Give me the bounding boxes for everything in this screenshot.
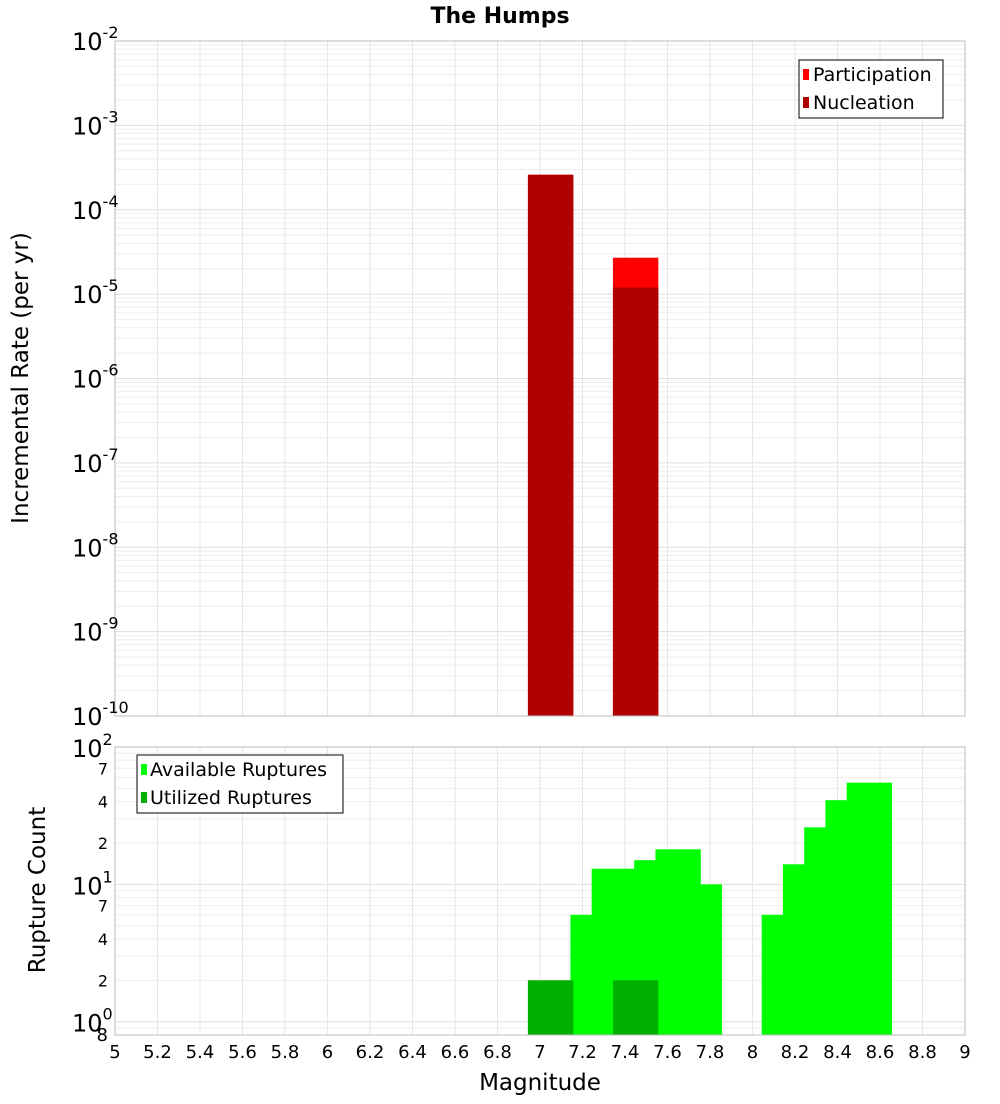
top-y-tick-label: 10-9: [72, 614, 119, 647]
available-ruptures-bar: [846, 782, 893, 1035]
legend-swatch: [803, 97, 809, 108]
legend-label: Nucleation: [813, 92, 915, 114]
x-tick-label: 7: [534, 1042, 545, 1063]
bottom-y-minor-tick-label: 2: [98, 834, 108, 853]
x-tick-label: 8.4: [823, 1042, 852, 1063]
x-tick-label: 8.8: [908, 1042, 937, 1063]
bottom-y-tick-label: 101: [72, 867, 113, 900]
bottom-y-min-label: 8: [97, 1025, 108, 1046]
chart-title: The Humps: [430, 4, 569, 29]
available-ruptures-bar: [676, 884, 723, 1035]
x-axis-label: Magnitude: [479, 1070, 601, 1096]
x-tick-label: 5.4: [186, 1042, 215, 1063]
x-tick-label: 5: [109, 1042, 120, 1063]
utilized-ruptures-bar: [527, 980, 574, 1035]
x-tick-label: 6.8: [483, 1042, 512, 1063]
top-plot-frame: [114, 40, 966, 717]
x-tick-label: 6.2: [356, 1042, 385, 1063]
top-y-tick-label: 10-3: [72, 107, 119, 140]
bottom-y-minor-tick-label: 7: [98, 759, 108, 778]
x-tick-label: 9: [959, 1042, 970, 1063]
top-y-tick-label: 10-2: [72, 23, 119, 56]
x-tick-label: 6.4: [398, 1042, 427, 1063]
x-tick-label: 5.8: [271, 1042, 300, 1063]
x-tick-label: 7.8: [696, 1042, 725, 1063]
x-tick-label: 7.6: [653, 1042, 682, 1063]
bottom-y-minor-tick-label: 7: [98, 897, 108, 916]
x-tick-label: 8.2: [781, 1042, 810, 1063]
x-tick-label: 7.4: [611, 1042, 640, 1063]
top-y-tick-label: 10-10: [72, 698, 129, 731]
top-y-tick-label: 10-6: [72, 361, 119, 394]
legend-label: Participation: [813, 64, 932, 86]
top-y-tick-label: 10-4: [72, 192, 119, 225]
legend-label: Utilized Ruptures: [150, 787, 312, 809]
bottom-plot-frame: [114, 746, 966, 1036]
bottom-legend-box: [136, 754, 344, 814]
bottom-y-tick-label: 100: [72, 1005, 113, 1038]
x-tick-label: 5.2: [143, 1042, 172, 1063]
legend-swatch: [141, 764, 147, 775]
x-tick-label: 6.6: [441, 1042, 470, 1063]
x-tick-label: 7.2: [568, 1042, 597, 1063]
top-y-tick-label: 10-5: [72, 276, 119, 309]
legend-label: Available Ruptures: [150, 759, 327, 781]
nucleation-bar: [527, 174, 574, 716]
x-tick-label: 5.6: [228, 1042, 257, 1063]
nucleation-bar: [612, 287, 659, 716]
legend-swatch: [141, 792, 147, 803]
top-legend-box: [798, 59, 944, 119]
x-tick-label: 8: [747, 1042, 758, 1063]
legend-swatch: [803, 69, 809, 80]
bottom-y-minor-tick-label: 2: [98, 971, 108, 990]
top-y-tick-label: 10-8: [72, 529, 119, 562]
bottom-y-tick-label: 102: [72, 730, 113, 763]
x-tick-label: 8.6: [866, 1042, 895, 1063]
bottom-y-minor-tick-label: 4: [98, 793, 108, 812]
x-tick-label: 6: [322, 1042, 333, 1063]
utilized-ruptures-bar: [612, 980, 659, 1035]
bottom-y-minor-tick-label: 4: [98, 930, 108, 949]
bottom-y-axis-label: Rupture Count: [25, 807, 51, 973]
top-y-tick-label: 10-7: [72, 445, 119, 478]
top-y-axis-label: Incremental Rate (per yr): [8, 232, 34, 524]
